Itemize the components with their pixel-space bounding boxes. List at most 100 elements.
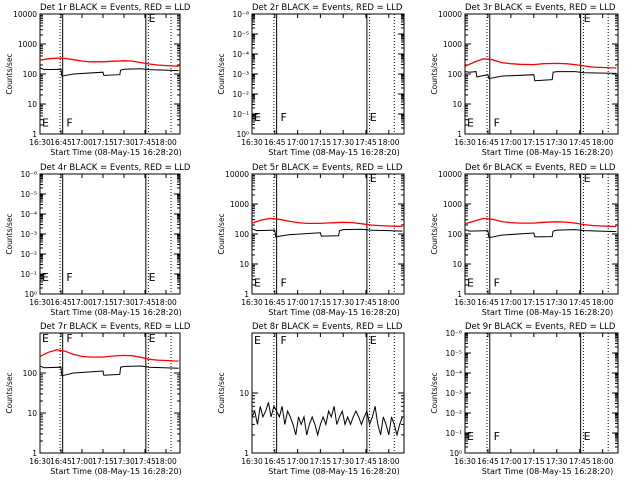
x-tick-label: 17:45 — [134, 138, 156, 147]
x-tick-label: 17:15 — [523, 298, 545, 307]
event-marker-label: E — [370, 111, 377, 124]
y-tick-label: 1 — [32, 449, 37, 458]
y-tick-label: 10⁻⁴ — [20, 210, 37, 219]
panel-title: Det 3r BLACK = Events, RED = LLD — [465, 3, 616, 13]
event-marker-label: E — [584, 430, 591, 443]
axis-frame — [251, 332, 405, 454]
events-series-line — [39, 67, 179, 77]
panel-title: Det 2r BLACK = Events, RED = LLD — [252, 3, 403, 13]
y-tick-label: 1000 — [18, 40, 37, 49]
y-tick-label: 10 — [452, 260, 462, 269]
x-tick-label: 16:45 — [264, 298, 286, 307]
event-marker-label: E — [149, 12, 156, 25]
y-tick-label: 100 — [448, 70, 463, 79]
event-marker-label: E — [370, 334, 377, 347]
event-marker-label: F — [66, 332, 72, 345]
lld-series-line — [464, 217, 617, 228]
event-marker-label: E — [149, 271, 156, 284]
x-tick-label: 17:15 — [310, 298, 332, 307]
detector-panel: Det 9r BLACK = Events, RED = LLD 16:30 16:… — [430, 322, 619, 476]
y-tick-label: 10⁻¹ — [232, 110, 249, 119]
y-tick-label: 10⁻² — [232, 90, 249, 99]
y-axis-label: Counts/sec — [430, 372, 439, 413]
x-tick-label: 16:30 — [241, 138, 263, 147]
y-tick-label: 10⁻³ — [20, 230, 37, 239]
x-tick-label: 17:30 — [546, 457, 568, 466]
event-marker-label: F — [280, 277, 286, 290]
x-tick-label: 17:00 — [500, 138, 522, 147]
x-tick-label: 17:30 — [546, 138, 568, 147]
x-tick-label: 16:45 — [264, 138, 286, 147]
x-tick-label: 17:30 — [113, 457, 135, 466]
event-marker-label: F — [494, 117, 500, 130]
x-tick-label: 18:00 — [592, 457, 614, 466]
x-tick-label: 17:30 — [332, 138, 354, 147]
x-tick-label: 16:30 — [29, 298, 51, 307]
event-marker-label: F — [280, 334, 286, 347]
y-tick-label: 100 — [23, 369, 38, 378]
detector-panel: Det 2r BLACK = Events, RED = LLD 16:30 16:… — [217, 3, 405, 157]
y-tick-label: 10⁻¹ — [445, 429, 462, 438]
y-tick-label: 10⁻⁶ — [445, 329, 462, 338]
y-axis-label: Counts/sec — [430, 213, 439, 254]
x-tick-label: 16:45 — [477, 138, 499, 147]
y-tick-label: 10⁻⁵ — [232, 30, 249, 39]
panel-title: Det 4r BLACK = Events, RED = LLD — [40, 163, 191, 173]
x-axis-label: Start Time (08-May-15 16:28:20) — [268, 467, 399, 476]
detector-panel: Det 4r BLACK = Events, RED = LLD 16:30 16:… — [5, 163, 191, 317]
x-tick-label: 17:15 — [523, 138, 545, 147]
y-tick-label: 10⁻³ — [232, 70, 249, 79]
y-tick-label: 10 — [239, 389, 249, 398]
events-series-line — [251, 402, 403, 437]
event-marker-label: E — [254, 111, 261, 124]
x-tick-label: 17:15 — [92, 138, 114, 147]
x-tick-label: 17:15 — [92, 457, 114, 466]
y-tick-label: 10⁻² — [20, 250, 37, 259]
y-tick-label: 10 — [27, 409, 37, 418]
axis-frame — [39, 332, 181, 454]
y-tick-label: 1000 — [443, 40, 462, 49]
x-tick-label: 16:30 — [454, 138, 476, 147]
y-tick-label: 10⁻⁴ — [232, 50, 249, 59]
x-tick-label: 17:15 — [310, 138, 332, 147]
x-tick-label: 16:45 — [50, 457, 72, 466]
event-marker-label: E — [42, 117, 49, 130]
event-marker-label: F — [280, 111, 286, 124]
x-tick-label: 16:30 — [241, 298, 263, 307]
y-tick-label: 10⁻¹ — [20, 270, 37, 279]
y-tick-label: 10⁻⁵ — [445, 349, 462, 358]
x-tick-label: 17:00 — [500, 298, 522, 307]
panel-title: Det 5r BLACK = Events, RED = LLD — [252, 163, 403, 173]
x-tick-label: 16:45 — [50, 298, 72, 307]
detector-panel: Det 6r BLACK = Events, RED = LLD 16:30 16:… — [430, 163, 619, 317]
event-marker-label: E — [467, 117, 474, 130]
event-marker-label: E — [584, 12, 591, 25]
x-tick-label: 16:30 — [241, 457, 263, 466]
event-marker-label: E — [254, 277, 261, 290]
x-tick-label: 17:45 — [134, 457, 156, 466]
detector-panel: Det 7r BLACK = Events, RED = LLD 16:30 16:… — [5, 322, 191, 476]
x-tick-label: 18:00 — [592, 298, 614, 307]
x-tick-label: 16:45 — [50, 138, 72, 147]
detector-panel: Det 8r BLACK = Events, RED = LLD 16:30 16:… — [217, 322, 405, 476]
event-marker-label: E — [149, 332, 156, 345]
x-tick-label: 18:00 — [155, 298, 177, 307]
x-tick-label: 17:45 — [355, 457, 377, 466]
x-tick-label: 17:00 — [71, 457, 93, 466]
panel-title: Det 6r BLACK = Events, RED = LLD — [465, 163, 616, 173]
y-tick-label: 10000 — [438, 170, 462, 179]
event-marker-label: E — [467, 430, 474, 443]
y-tick-label: 10000 — [225, 170, 249, 179]
event-marker-label: F — [66, 117, 72, 130]
x-axis-label: Start Time (08-May-15 16:28:20) — [50, 308, 181, 317]
y-tick-label: 1000 — [443, 200, 462, 209]
y-axis-label: Counts/sec — [217, 372, 226, 413]
x-axis-label: Start Time (08-May-15 16:28:20) — [482, 308, 613, 317]
x-tick-label: 17:15 — [523, 457, 545, 466]
x-tick-label: 18:00 — [378, 457, 400, 466]
lld-series-line — [251, 217, 403, 228]
events-series-line — [39, 365, 179, 377]
y-tick-label: 10⁰ — [24, 290, 37, 299]
y-tick-label: 1 — [244, 290, 249, 299]
y-tick-label: 100 — [448, 230, 463, 239]
